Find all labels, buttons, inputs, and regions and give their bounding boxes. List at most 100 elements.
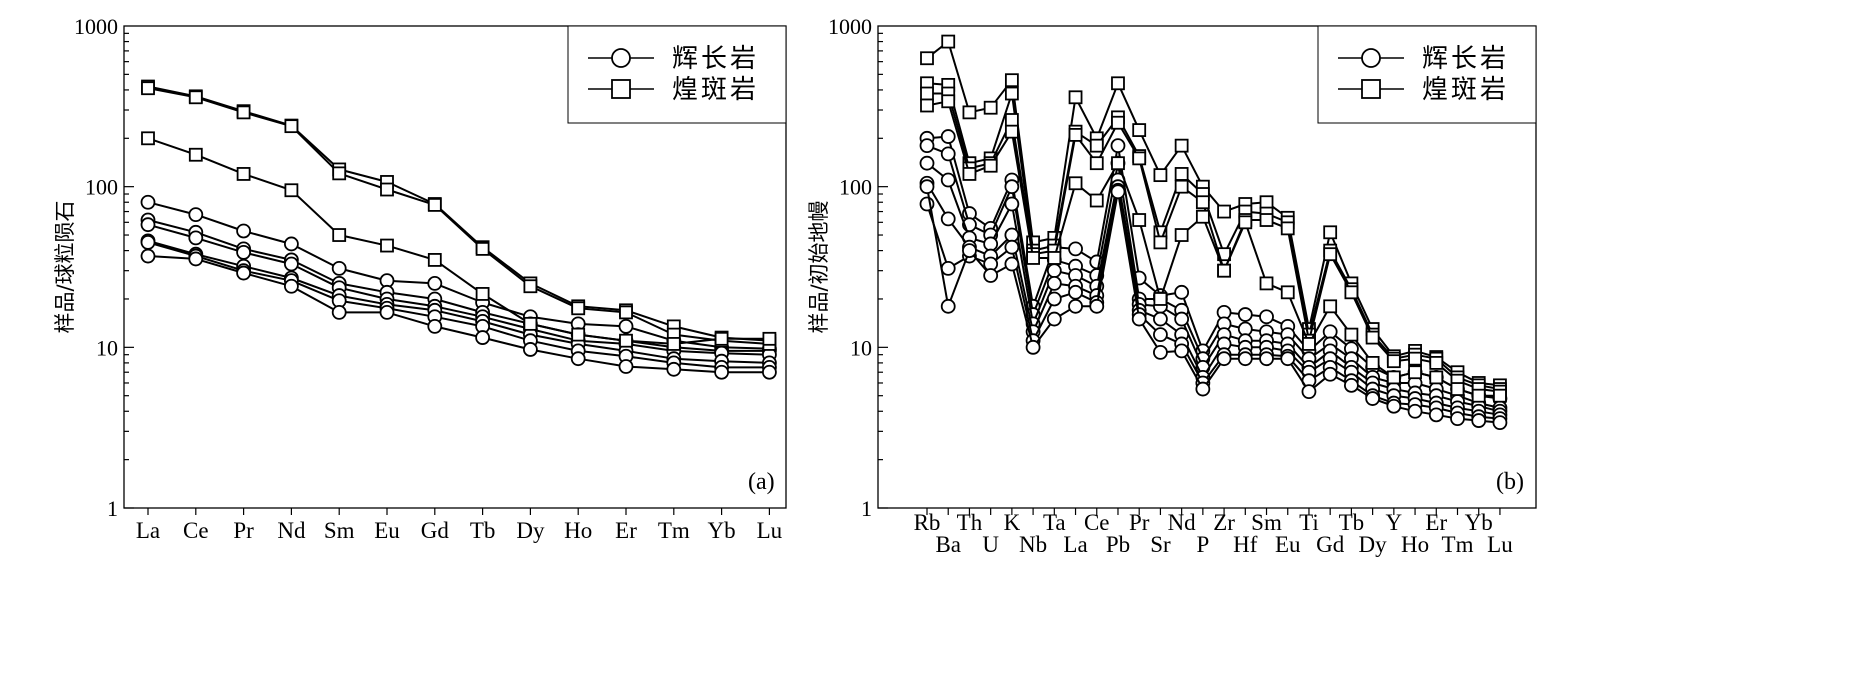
data-point-circle xyxy=(919,138,935,154)
series-line xyxy=(147,223,770,356)
data-point-circle xyxy=(1322,324,1338,340)
data-point-square xyxy=(1089,138,1104,153)
data-point-square xyxy=(1471,388,1486,403)
data-point-square xyxy=(1450,382,1465,396)
panel-label: (b) xyxy=(1496,469,1524,495)
data-point-circle xyxy=(1195,381,1211,397)
data-point-circle xyxy=(1386,398,1402,414)
x-tick-label: Pb xyxy=(1106,532,1130,557)
y-tick-label: 10 xyxy=(850,335,872,360)
data-point-circle xyxy=(762,364,777,380)
x-tick-label: Ho xyxy=(1401,532,1429,557)
data-point-square xyxy=(1217,204,1231,219)
data-point-square xyxy=(332,166,347,181)
data-point-circle xyxy=(940,260,956,276)
data-point-square xyxy=(1386,370,1401,385)
x-tick-label: Tm xyxy=(658,518,690,543)
x-tick-label: Tb xyxy=(1339,510,1365,535)
series-line xyxy=(147,85,770,342)
data-point-circle xyxy=(331,260,347,276)
data-point-circle xyxy=(1153,344,1168,360)
data-point-circle xyxy=(1492,415,1508,431)
data-point-circle xyxy=(1046,275,1062,291)
data-point-square xyxy=(1344,285,1359,300)
series-lamprophyre-9 xyxy=(920,94,1507,403)
data-point-square xyxy=(1408,351,1422,366)
legend-box xyxy=(1317,25,1537,124)
data-point-circle xyxy=(962,243,977,259)
x-tick-label: Ce xyxy=(183,518,209,543)
data-point-square xyxy=(1111,156,1125,171)
data-point-square xyxy=(1493,388,1507,403)
x-tick-label: Eu xyxy=(1275,532,1301,557)
data-point-square xyxy=(188,90,203,105)
data-point-square xyxy=(475,287,490,301)
data-point-square xyxy=(523,316,538,331)
data-point-circle xyxy=(1068,284,1083,300)
x-tick-label: P xyxy=(1196,532,1209,557)
data-point-circle xyxy=(940,298,956,314)
data-point-square xyxy=(619,305,633,320)
data-point-square xyxy=(236,167,251,181)
x-tick-label: Nd xyxy=(1168,510,1197,535)
plot-frame xyxy=(877,25,1537,509)
data-point-square xyxy=(1217,263,1231,278)
x-tick-label: Sr xyxy=(1150,532,1171,557)
x-tick-label: Ba xyxy=(935,532,961,557)
data-point-circle xyxy=(1174,311,1190,327)
series-line xyxy=(926,189,1500,420)
series-line xyxy=(147,241,770,369)
data-point-square xyxy=(141,81,155,96)
data-point-circle xyxy=(940,146,956,162)
data-point-square xyxy=(141,131,155,146)
data-point-circle xyxy=(1046,291,1062,307)
data-point-circle xyxy=(1153,311,1168,327)
data-point-square xyxy=(1174,228,1189,242)
series-line xyxy=(926,144,1501,409)
data-point-circle xyxy=(940,129,956,144)
data-point-square xyxy=(1344,327,1359,342)
data-point-square xyxy=(1195,209,1210,224)
data-point-circle xyxy=(140,217,156,233)
series-line xyxy=(926,100,1500,397)
data-point-circle xyxy=(1004,239,1020,255)
data-point-square xyxy=(1132,151,1147,166)
series-line xyxy=(147,239,770,364)
data-point-square xyxy=(941,94,956,109)
data-point-square xyxy=(1068,127,1083,142)
legend-square-marker xyxy=(611,79,631,99)
series-line xyxy=(147,219,770,352)
data-point-circle xyxy=(1407,403,1423,419)
data-point-circle xyxy=(188,207,204,223)
chart-panel-b: 1 10 100 1000 RbBaThUKNbTaLaCePbPrSrNdPZrHfS… xyxy=(807,14,1537,557)
data-point-circle xyxy=(983,236,999,252)
series-line xyxy=(927,92,1501,393)
data-point-circle xyxy=(1110,138,1126,154)
y-axis-title: 样品/初始地幔 xyxy=(807,200,831,333)
series-line xyxy=(926,40,1501,387)
data-point-circle xyxy=(570,351,586,367)
data-point-circle xyxy=(1259,309,1274,325)
x-tick-label: Nb xyxy=(1019,532,1047,557)
data-point-circle xyxy=(1259,351,1274,367)
data-point-circle xyxy=(1089,298,1105,314)
data-point-square xyxy=(1004,73,1019,88)
data-point-square xyxy=(188,147,203,162)
data-point-circle xyxy=(1004,196,1020,212)
legend-label: 辉长岩 xyxy=(1422,44,1509,74)
data-point-square xyxy=(1153,168,1168,183)
data-point-circle xyxy=(379,304,395,320)
data-point-square xyxy=(380,182,394,197)
data-point-circle xyxy=(940,172,956,188)
data-point-square xyxy=(762,331,777,346)
data-point-square xyxy=(1026,251,1040,265)
data-point-circle xyxy=(283,236,299,252)
data-point-square xyxy=(571,327,586,342)
data-point-circle xyxy=(140,248,156,264)
x-tick-label: Rb xyxy=(914,510,941,535)
data-point-square xyxy=(1004,86,1019,101)
data-point-circle xyxy=(1025,339,1041,355)
data-point-square xyxy=(1111,115,1125,130)
data-point-circle xyxy=(236,223,252,239)
y-tick-label: 1000 xyxy=(74,14,118,39)
